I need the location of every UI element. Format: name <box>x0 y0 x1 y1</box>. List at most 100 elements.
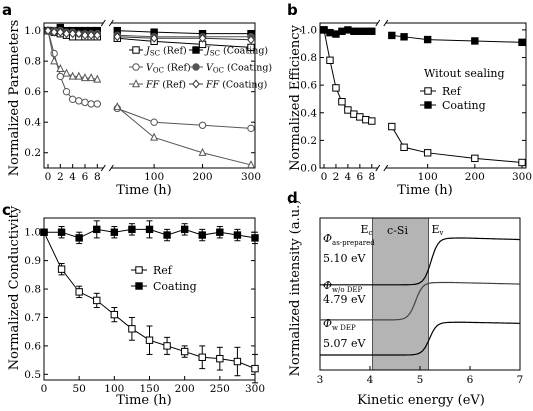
panel-a-data-point <box>80 73 89 82</box>
panel-b-axis-break-gap <box>377 21 386 25</box>
panel-d-band <box>372 217 429 371</box>
panel-c-data-point <box>145 225 154 234</box>
panel-a-xtick-label: 100 <box>144 171 164 183</box>
panel-c-data-point <box>251 364 259 373</box>
panel-d-xtick-label: 3 <box>317 374 324 386</box>
panel-d-phi-value: 4.79 eV <box>323 293 366 306</box>
panel-c-data-point <box>145 336 154 344</box>
legend-label: FF (Coating) <box>205 80 267 91</box>
panel-c-data-point <box>216 228 224 236</box>
panel-a-data-point <box>113 32 122 42</box>
panel-label-a: a <box>2 1 12 19</box>
panel-c-data-point <box>251 234 259 242</box>
legend-marker <box>135 282 143 290</box>
panel-c-ytick-label: 0.5 <box>24 369 41 381</box>
panel-c-data-point <box>75 234 83 242</box>
panel-a-ytick-label: 0.6 <box>24 86 41 98</box>
panel-b-ytick-label: 0.2 <box>300 135 317 147</box>
panel-c-data-point <box>233 231 242 239</box>
panel-c-data-point <box>180 347 189 356</box>
panel-d-ev-label: Ev <box>432 223 444 237</box>
legend-label: VOC (Ref) <box>146 63 191 75</box>
panel-a-data-point <box>62 29 71 39</box>
panel-b-data-point <box>368 27 376 35</box>
panel-c-data-point <box>128 325 136 333</box>
legend-label: JSC (Ref) <box>144 46 187 58</box>
panel-c-xtick-label: 100 <box>104 383 124 395</box>
panel-b-data-point <box>332 84 340 92</box>
panel-b-ytick-label: 1.0 <box>300 24 317 36</box>
panel-a-axis-break-slash <box>108 19 114 27</box>
panel-a-data-point <box>113 102 122 111</box>
panel-a-series-line <box>117 108 252 129</box>
legend-marker <box>135 266 143 274</box>
panel-b-data-point <box>400 143 408 151</box>
panel-d-phi-value: 5.10 eV <box>323 252 366 265</box>
panel-b-data-point <box>338 27 346 35</box>
panel-a-ytick-label: 0.2 <box>24 147 41 159</box>
panel-c-xtick-label: 200 <box>175 383 195 395</box>
panel-c-plot: 0.5 0.6 0.7 0.8 0.9 1.0 0 50 100 150 200 250 300 Ref C… <box>24 217 265 395</box>
panel-a-data-point <box>93 74 102 83</box>
panel-b-axis-break-gap <box>377 166 386 170</box>
panel-a-xtick-label: 6 <box>82 171 89 183</box>
panel-a-data-point <box>56 63 65 72</box>
panel-d-xtick-label: 4 <box>367 374 374 386</box>
panel-a-xtick-label: 8 <box>94 171 101 183</box>
panel-c-ytick-label: 0.6 <box>24 340 41 352</box>
panel-b-series-line <box>391 34 523 43</box>
panel-c-data-point <box>128 225 136 234</box>
panel-a-data-point <box>246 160 256 169</box>
panel-a-ytick-label: 1.0 <box>24 25 41 37</box>
panel-b-data-point <box>344 106 352 114</box>
legend-label: JSC (Coating) <box>204 46 268 58</box>
legend-marker <box>424 87 432 95</box>
panel-a-data-point <box>93 30 102 40</box>
panel-a-data-point <box>198 147 207 156</box>
panel-b-data-point <box>350 27 358 35</box>
panel-b-data-point <box>320 26 328 34</box>
panel-b-axis-break-slash <box>383 164 389 172</box>
panel-a-data-point <box>81 98 89 107</box>
legend-label: Ref <box>442 85 462 98</box>
panel-d-xlabel: Kinetic energy (eV) <box>357 393 485 408</box>
panel-a-ytick-label: 0.4 <box>24 117 41 129</box>
panel-b-xtick-label: 0 <box>321 171 328 183</box>
panel-a-data-point <box>150 118 158 126</box>
legend-label: VOC (Coating) <box>206 63 272 75</box>
panel-label-c: c <box>2 201 11 219</box>
panel-b-data-point <box>362 115 370 124</box>
panel-a-axis-break-slash <box>100 19 106 27</box>
panel-a-xlabel: Time (h) <box>116 183 172 198</box>
panel-d-curve <box>320 321 521 356</box>
panel-a-data-point <box>75 97 83 105</box>
panel-c-ytick-label: 0.8 <box>24 284 41 296</box>
panel-d-phi-label: Φw/o DEP <box>323 279 363 294</box>
legend-label: Coating <box>153 280 197 293</box>
panel-a-data-point <box>93 100 102 108</box>
panel-b-data-point <box>356 27 364 35</box>
panel-a-data-point <box>74 71 83 80</box>
panel-b-data-point <box>368 117 376 125</box>
panel-d-phi-value: 5.07 eV <box>323 337 366 350</box>
panel-a-axis-break-gap <box>103 21 112 25</box>
panel-a-series-line <box>117 36 252 41</box>
legend-marker <box>132 63 140 71</box>
panel-a-series-line <box>116 106 252 166</box>
panel-d-xtick-label: 5 <box>417 374 424 386</box>
panel-d-band-label: c-Si <box>387 224 408 237</box>
panel-c-ytick-label: 0.7 <box>24 312 41 324</box>
panel-b-ylabel: Normalized Efficiency <box>288 24 303 170</box>
panel-a-data-point <box>81 30 89 40</box>
panel-b-data-point <box>423 35 432 44</box>
panel-a-data-point <box>150 33 158 43</box>
panel-label-b: b <box>287 1 298 19</box>
panel-a-data-point <box>56 27 65 37</box>
panel-b-data-point <box>400 33 408 41</box>
panel-b-plot: 0.0 0.2 0.4 0.6 0.8 1.0 0 2 4 6 8 100 200 300 Witout s… <box>300 19 532 183</box>
legend-label: FF (Ref) <box>145 80 186 91</box>
panel-d-curve <box>320 281 521 321</box>
panel-label-d: d <box>287 189 298 207</box>
panel-d-ylabel: Normalized intensity (a.u.) <box>288 200 303 377</box>
panel-a-plot: 0.2 0.4 0.6 0.8 1.0 0 2 4 6 8 100 200 300 JSC (Ref) JS… <box>24 19 272 183</box>
